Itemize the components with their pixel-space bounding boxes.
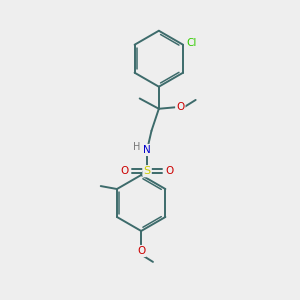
Text: O: O: [165, 166, 173, 176]
Text: Cl: Cl: [186, 38, 196, 48]
Text: H: H: [133, 142, 140, 152]
Text: O: O: [176, 102, 184, 112]
Text: N: N: [143, 145, 151, 155]
Text: S: S: [143, 166, 151, 176]
Text: O: O: [137, 246, 145, 256]
Text: O: O: [121, 166, 129, 176]
